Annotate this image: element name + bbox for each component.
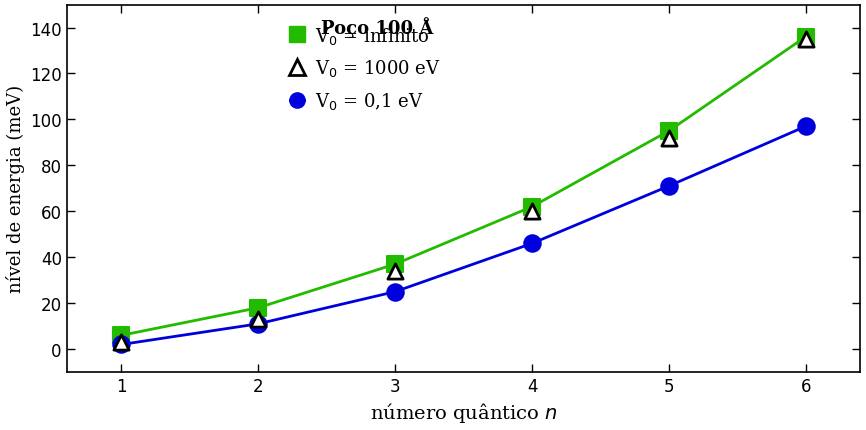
Y-axis label: nível de energia (meV): nível de energia (meV) [5,85,24,293]
Point [114,339,128,346]
X-axis label: número quântico $n$: número quântico $n$ [370,400,558,424]
Point [525,208,539,215]
Point [388,289,402,295]
Point [798,34,812,41]
Point [251,304,265,311]
Point [251,321,265,328]
Point [662,128,675,135]
Point [798,123,812,130]
Text: Poço 100 Å: Poço 100 Å [320,16,433,37]
Point [388,268,402,275]
Point [114,341,128,348]
Point [525,240,539,247]
Point [662,183,675,190]
Point [525,204,539,211]
Point [798,37,812,43]
Point [114,332,128,339]
Point [251,316,265,323]
Legend: V$_0$ = infinito, V$_0$ = 1000 eV, V$_0$ = 0,1 eV: V$_0$ = infinito, V$_0$ = 1000 eV, V$_0$… [290,25,441,112]
Point [662,135,675,142]
Point [388,261,402,268]
